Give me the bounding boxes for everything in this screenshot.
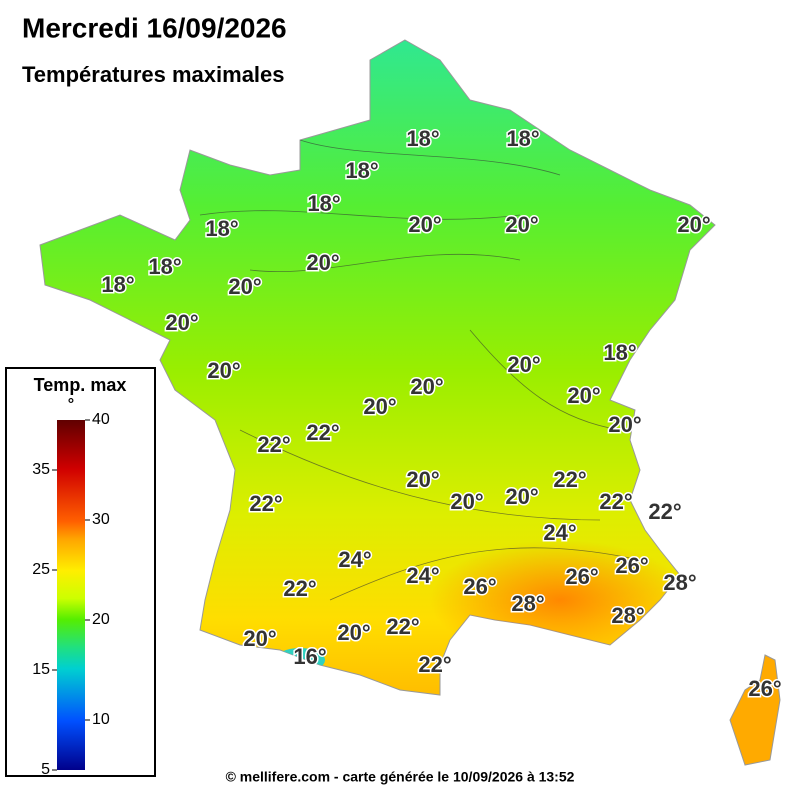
temperature-label: 20° [306,250,339,275]
temperature-label: 20° [567,383,600,408]
temperature-label: 20° [408,212,441,237]
temperature-label: 20° [363,394,396,419]
legend: Temp. max ° 5 10 15 20 25 30 35 40 [5,367,156,778]
temperature-label: 20° [165,310,198,335]
legend-tick-label: 5 [41,761,50,778]
temperature-label: 20° [450,489,483,514]
legend-tick-label: 40 [92,411,110,428]
temperature-label: 20° [406,467,439,492]
title: Mercredi 16/09/2026 [22,12,287,43]
temperature-label: 20° [337,620,370,645]
temperature-label: 20° [507,352,540,377]
temperature-label: 26° [463,574,496,599]
temperature-label: 18° [345,158,378,183]
footer: © mellifere.com - carte générée le 10/09… [226,769,575,785]
temperature-label: 26° [615,553,648,578]
temperature-label: 22° [306,420,339,445]
temperature-label: 20° [505,484,538,509]
temperature-label: 20° [207,358,240,383]
temperature-label: 26° [565,564,598,589]
temperature-label: 26° [748,676,781,701]
temperature-label: 20° [228,274,261,299]
legend-tick-label: 20 [92,611,110,628]
temperature-label: 20° [677,212,710,237]
temperature-label: 22° [283,576,316,601]
legend-unit: ° [68,396,74,413]
temperature-label: 24° [406,563,439,588]
legend-tick-label: 10 [92,711,110,728]
temperature-label: 18° [506,126,539,151]
legend-title: Temp. max [34,375,127,395]
temperature-label: 20° [505,212,538,237]
subtitle: Températures maximales [22,62,285,87]
temperature-label: 18° [205,216,238,241]
temperature-label: 18° [603,340,636,365]
temperature-labels: 18° 18°18°18°20° 20° 20°18°18° 20°18° 20°20°2… [100,124,783,702]
temperature-label: 22° [249,491,282,516]
temperature-label: 28° [511,591,544,616]
temperature-label: 22° [553,467,586,492]
temperature-label: 18° [101,272,134,297]
temperature-label: 28° [611,603,644,628]
color-bar [57,420,85,770]
temperature-label: 16° [293,644,326,669]
temperature-label: 24° [338,547,371,572]
temperature-label: 22° [386,614,419,639]
temperature-label: 20° [608,412,641,437]
temperature-label: 22° [257,432,290,457]
temperature-label: 18° [307,191,340,216]
temperature-label: 22° [648,499,681,524]
legend-tick-label: 15 [32,661,50,678]
legend-tick-label: 25 [32,561,50,578]
temperature-label: 20° [410,374,443,399]
temperature-label: 18° [148,254,181,279]
temperature-label: 20° [243,626,276,651]
legend-tick-label: 35 [32,461,50,478]
legend-tick-label: 30 [92,511,110,528]
temperature-label: 24° [543,520,576,545]
temperature-label: 22° [599,489,632,514]
temperature-label: 18° [406,126,439,151]
temperature-label: 28° [663,570,696,595]
temperature-label: 22° [418,652,451,677]
